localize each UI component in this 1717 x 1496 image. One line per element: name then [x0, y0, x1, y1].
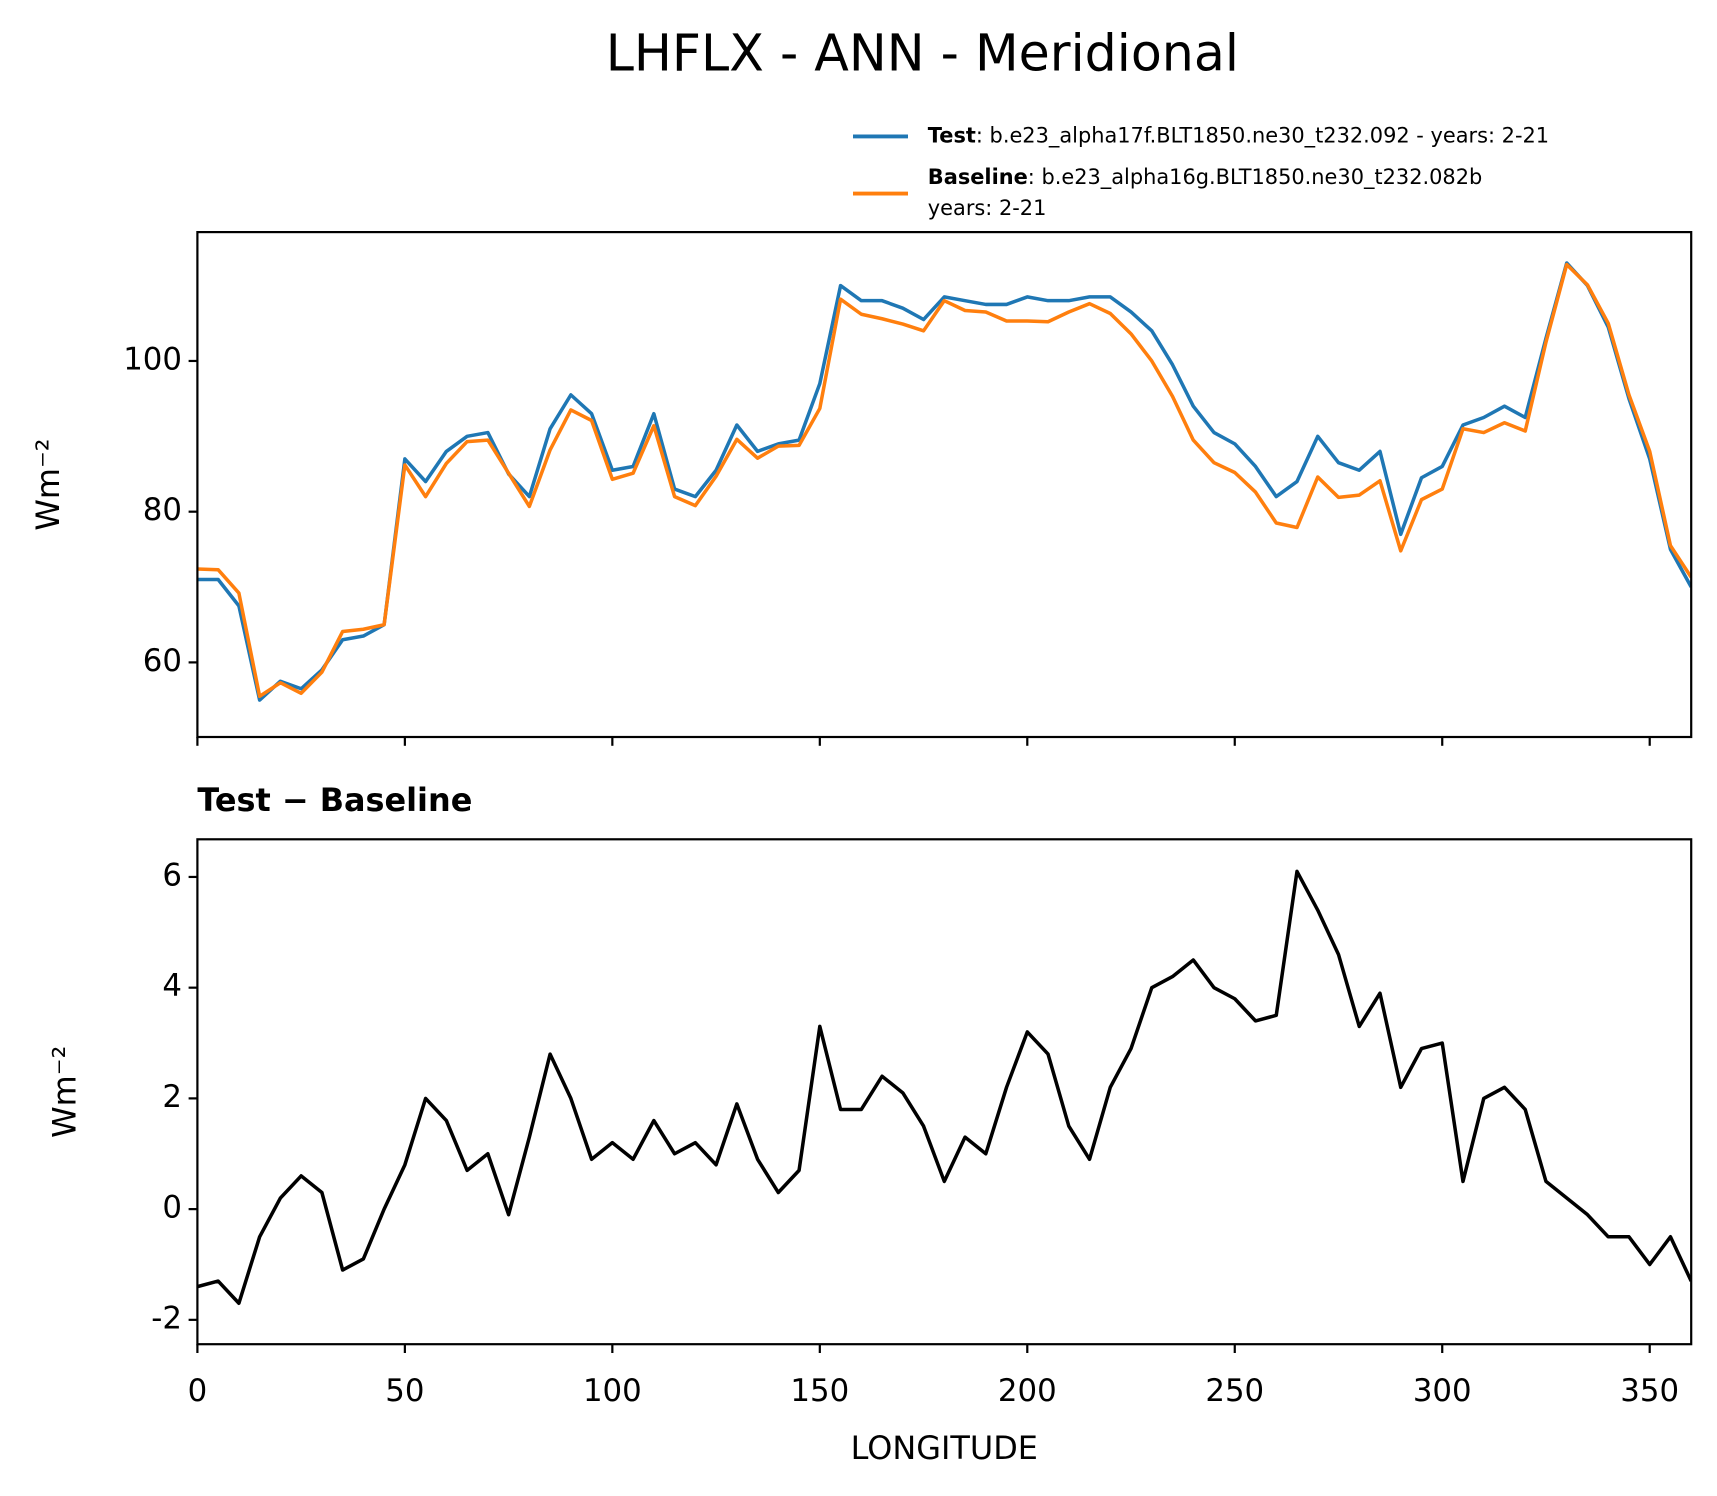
- data-line: [197, 869, 1692, 1305]
- legend-label: Baseline: b.e23_alpha16g.BLT1850.ne30_t2…: [928, 165, 1482, 190]
- y-tick-label: 60: [143, 643, 182, 679]
- x-tick-label: 350: [1620, 1373, 1679, 1409]
- x-tick-label: 100: [583, 1373, 642, 1409]
- plot-frame: [196, 231, 1693, 739]
- x-tick-label: 200: [998, 1373, 1057, 1409]
- data-line: [197, 261, 1692, 702]
- x-tick-label: 150: [790, 1373, 849, 1409]
- figure-title: LHFLX - ANN - Meridional: [606, 24, 1239, 83]
- x-tick-label: 250: [1205, 1373, 1264, 1409]
- y-tick-label: 6: [162, 857, 182, 893]
- x-tick-label: 0: [188, 1373, 208, 1409]
- y-tick-label: -2: [151, 1300, 182, 1336]
- x-tick-label: 300: [1413, 1373, 1472, 1409]
- y-axis-label: Wm⁻²: [45, 1046, 83, 1138]
- data-line: [197, 262, 1692, 699]
- subplot-title: Test − Baseline: [197, 781, 472, 819]
- legend-label: years: 2-21: [928, 196, 1047, 220]
- y-tick-label: 80: [143, 492, 182, 528]
- plot-frame: [196, 838, 1693, 1346]
- legend-text: : b.e23_alpha17f.BLT1850.ne30_t232.092 -…: [976, 123, 1549, 148]
- legend-label: Test: b.e23_alpha17f.BLT1850.ne30_t232.0…: [928, 123, 1549, 148]
- y-axis-label: Wm⁻²: [29, 438, 67, 530]
- legend-name: Test: [928, 123, 976, 147]
- y-tick-label: 2: [162, 1079, 182, 1115]
- y-tick-label: 0: [162, 1190, 182, 1226]
- x-tick-label: 50: [385, 1373, 424, 1409]
- x-axis-label: LONGITUDE: [851, 1429, 1038, 1467]
- legend-text: : b.e23_alpha16g.BLT1850.ne30_t232.082b: [1028, 165, 1482, 190]
- legend-name: Baseline: [928, 165, 1028, 189]
- y-tick-label: 4: [162, 968, 182, 1004]
- y-tick-label: 100: [123, 341, 182, 377]
